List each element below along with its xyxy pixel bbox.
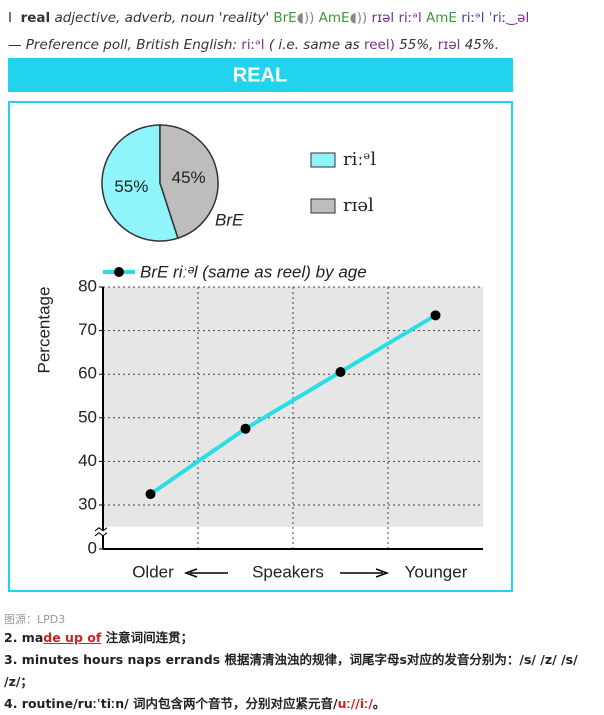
text: 55%,	[399, 37, 434, 53]
audio-icon[interactable]: ◖))	[349, 10, 368, 26]
pie-slice	[101, 124, 179, 242]
text: ( i.e. same as	[268, 37, 360, 53]
value-label: 45%	[172, 168, 206, 187]
text: 。	[372, 696, 386, 711]
legend-label: rɪəl	[343, 195, 374, 216]
phonetic: ˈriː‿əl	[488, 10, 530, 26]
y-tick-label: 80	[78, 276, 97, 295]
text: 2. ma	[4, 630, 44, 645]
legend-marker	[114, 267, 124, 277]
source: 图源：LPD3	[4, 613, 66, 626]
y-tick-label: 40	[78, 451, 97, 470]
text: 4. routine/ruːˈtiːn/ 词内包含两个音节，分别对应紧元音/	[4, 696, 338, 711]
chart-title: REAL	[233, 64, 287, 86]
x-axis-label: Younger	[405, 562, 468, 581]
data-point	[240, 423, 251, 434]
arrow	[183, 568, 228, 578]
number: I	[8, 10, 12, 26]
pie-label: BrE	[215, 210, 244, 229]
data-point	[145, 489, 156, 500]
phonetic: rɪəl	[371, 10, 395, 26]
note: 3. minutes hours naps errands 根据清清浊浊的规律，…	[4, 652, 578, 689]
data-point	[430, 310, 441, 321]
arrow	[340, 568, 390, 578]
phonetic: rɪəl	[437, 37, 461, 53]
text: — Preference poll, British English:	[8, 37, 237, 53]
highlight: uː//iː/	[337, 696, 373, 711]
y-tick-label: 60	[78, 364, 97, 383]
headword: real	[20, 10, 51, 26]
text: 注意词间连贯；	[101, 630, 194, 645]
pos: adjective, adverb, noun 'reality'	[54, 10, 270, 26]
poll-line: — Preference poll, British English: riːᵊ…	[8, 37, 499, 53]
series-line	[149, 313, 437, 496]
y-tick-label: 50	[78, 407, 97, 426]
legend-label: riːᵊl	[343, 149, 376, 170]
axis-break	[94, 527, 108, 537]
label: AmE	[426, 10, 457, 26]
y-axis-label: Percentage	[34, 287, 53, 374]
entry-line: I real adjective, adverb, noun 'reality'…	[8, 10, 529, 26]
highlight: de up of	[43, 630, 102, 645]
note: 2. made up of 注意词间连贯；	[4, 627, 602, 649]
value-label: 55%	[114, 177, 148, 196]
phonetic: riːᵊl	[241, 37, 265, 53]
pie-slice	[159, 124, 219, 240]
y-tick-label: 0	[88, 538, 97, 557]
word: reel)	[363, 37, 395, 53]
legend-label: BrE riːᵊl (same as reel) by age	[140, 262, 367, 281]
phonetic: riːᵊl	[461, 10, 485, 26]
legend-swatch	[310, 198, 336, 214]
x-axis-label: Speakers	[252, 562, 324, 581]
label: AmE	[318, 10, 350, 26]
phonetic: riːᵊl	[398, 10, 422, 26]
data-point	[335, 367, 346, 378]
x-axis-label: Older	[132, 562, 174, 581]
y-tick-label: 30	[78, 494, 97, 513]
audio-icon[interactable]: ◖))	[296, 10, 315, 26]
chart: REAL 55% riːᵊl 45% rɪəl BrE 0 30 40 50 60 70 80 Perc…	[8, 58, 513, 592]
note: 4. routine/ruːˈtiːn/ 词内包含两个音节，分别对应紧元音/uː…	[4, 693, 602, 715]
text: 45%.	[464, 37, 499, 53]
frame	[8, 101, 513, 592]
y-tick-label: 70	[78, 320, 97, 339]
banner	[8, 58, 513, 92]
legend-swatch	[310, 152, 336, 168]
break-gap	[95, 529, 109, 536]
label: BrE	[273, 10, 297, 26]
